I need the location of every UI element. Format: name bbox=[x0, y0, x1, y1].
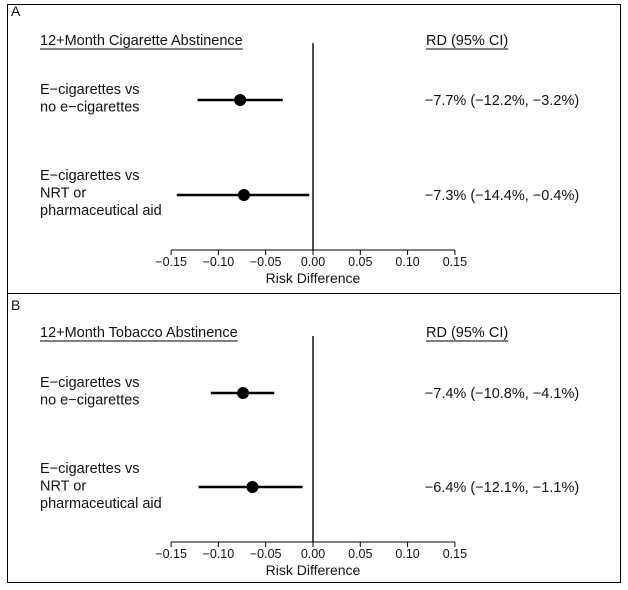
comparison-label: pharmaceutical aid bbox=[40, 203, 162, 219]
x-tick-label: −0.10 bbox=[203, 255, 235, 269]
x-tick-label: 0.00 bbox=[301, 255, 325, 269]
rd-ci-header: RD (95% CI) bbox=[426, 325, 508, 341]
comparison-label: E−cigarettes vs bbox=[40, 168, 140, 184]
comparison-label: pharmaceutical aid bbox=[40, 496, 162, 512]
x-tick-label: 0.00 bbox=[301, 547, 325, 561]
rd-ci-value: −7.3% (−14.4%, −0.4%) bbox=[425, 188, 579, 204]
rd-ci-header: RD (95% CI) bbox=[426, 33, 508, 49]
outcome-header: 12+Month Tobacco Abstinence bbox=[40, 325, 238, 341]
rd-ci-value: −7.7% (−12.2%, −3.2%) bbox=[425, 93, 579, 109]
comparison-label: E−cigarettes vs bbox=[40, 82, 140, 98]
x-tick-label: 0.15 bbox=[443, 255, 467, 269]
outcome-header: 12+Month Cigarette Abstinence bbox=[40, 33, 243, 49]
x-tick-label: −0.05 bbox=[250, 547, 282, 561]
panel-letter: B bbox=[11, 297, 20, 313]
comparison-label: E−cigarettes vs bbox=[40, 375, 140, 391]
x-tick-label: 0.05 bbox=[348, 255, 372, 269]
x-tick-label: −0.15 bbox=[155, 255, 187, 269]
comparison-label: no e−cigarettes bbox=[40, 393, 140, 409]
x-tick-label: 0.10 bbox=[395, 255, 419, 269]
x-axis-label: Risk Difference bbox=[266, 270, 361, 286]
x-tick-label: 0.05 bbox=[348, 547, 372, 561]
point-estimate bbox=[237, 189, 250, 201]
comparison-label: NRT or bbox=[40, 479, 86, 495]
panel-a: A 12+Month Cigarette Abstinence RD (95% CI… bbox=[11, 3, 579, 286]
rd-ci-value: −7.4% (−10.8%, −4.1%) bbox=[425, 386, 579, 402]
comparison-label: E−cigarettes vs bbox=[40, 461, 140, 477]
x-tick-label: −0.10 bbox=[203, 547, 235, 561]
x-tick-label: −0.15 bbox=[155, 547, 187, 561]
x-tick-label: 0.15 bbox=[443, 547, 467, 561]
x-axis-label: Risk Difference bbox=[266, 562, 361, 578]
x-tick-label: −0.05 bbox=[250, 255, 282, 269]
comparison-label: no e−cigarettes bbox=[40, 100, 140, 116]
point-estimate bbox=[234, 94, 247, 106]
panel-b: B 12+Month Tobacco Abstinence RD (95% CI) −… bbox=[11, 297, 579, 578]
comparison-label: NRT or bbox=[40, 186, 86, 202]
rd-ci-value: −6.4% (−12.1%, −1.1%) bbox=[425, 480, 579, 496]
point-estimate bbox=[246, 481, 259, 493]
x-tick-label: 0.10 bbox=[395, 547, 419, 561]
panel-letter: A bbox=[11, 3, 21, 19]
point-estimate bbox=[236, 387, 249, 399]
